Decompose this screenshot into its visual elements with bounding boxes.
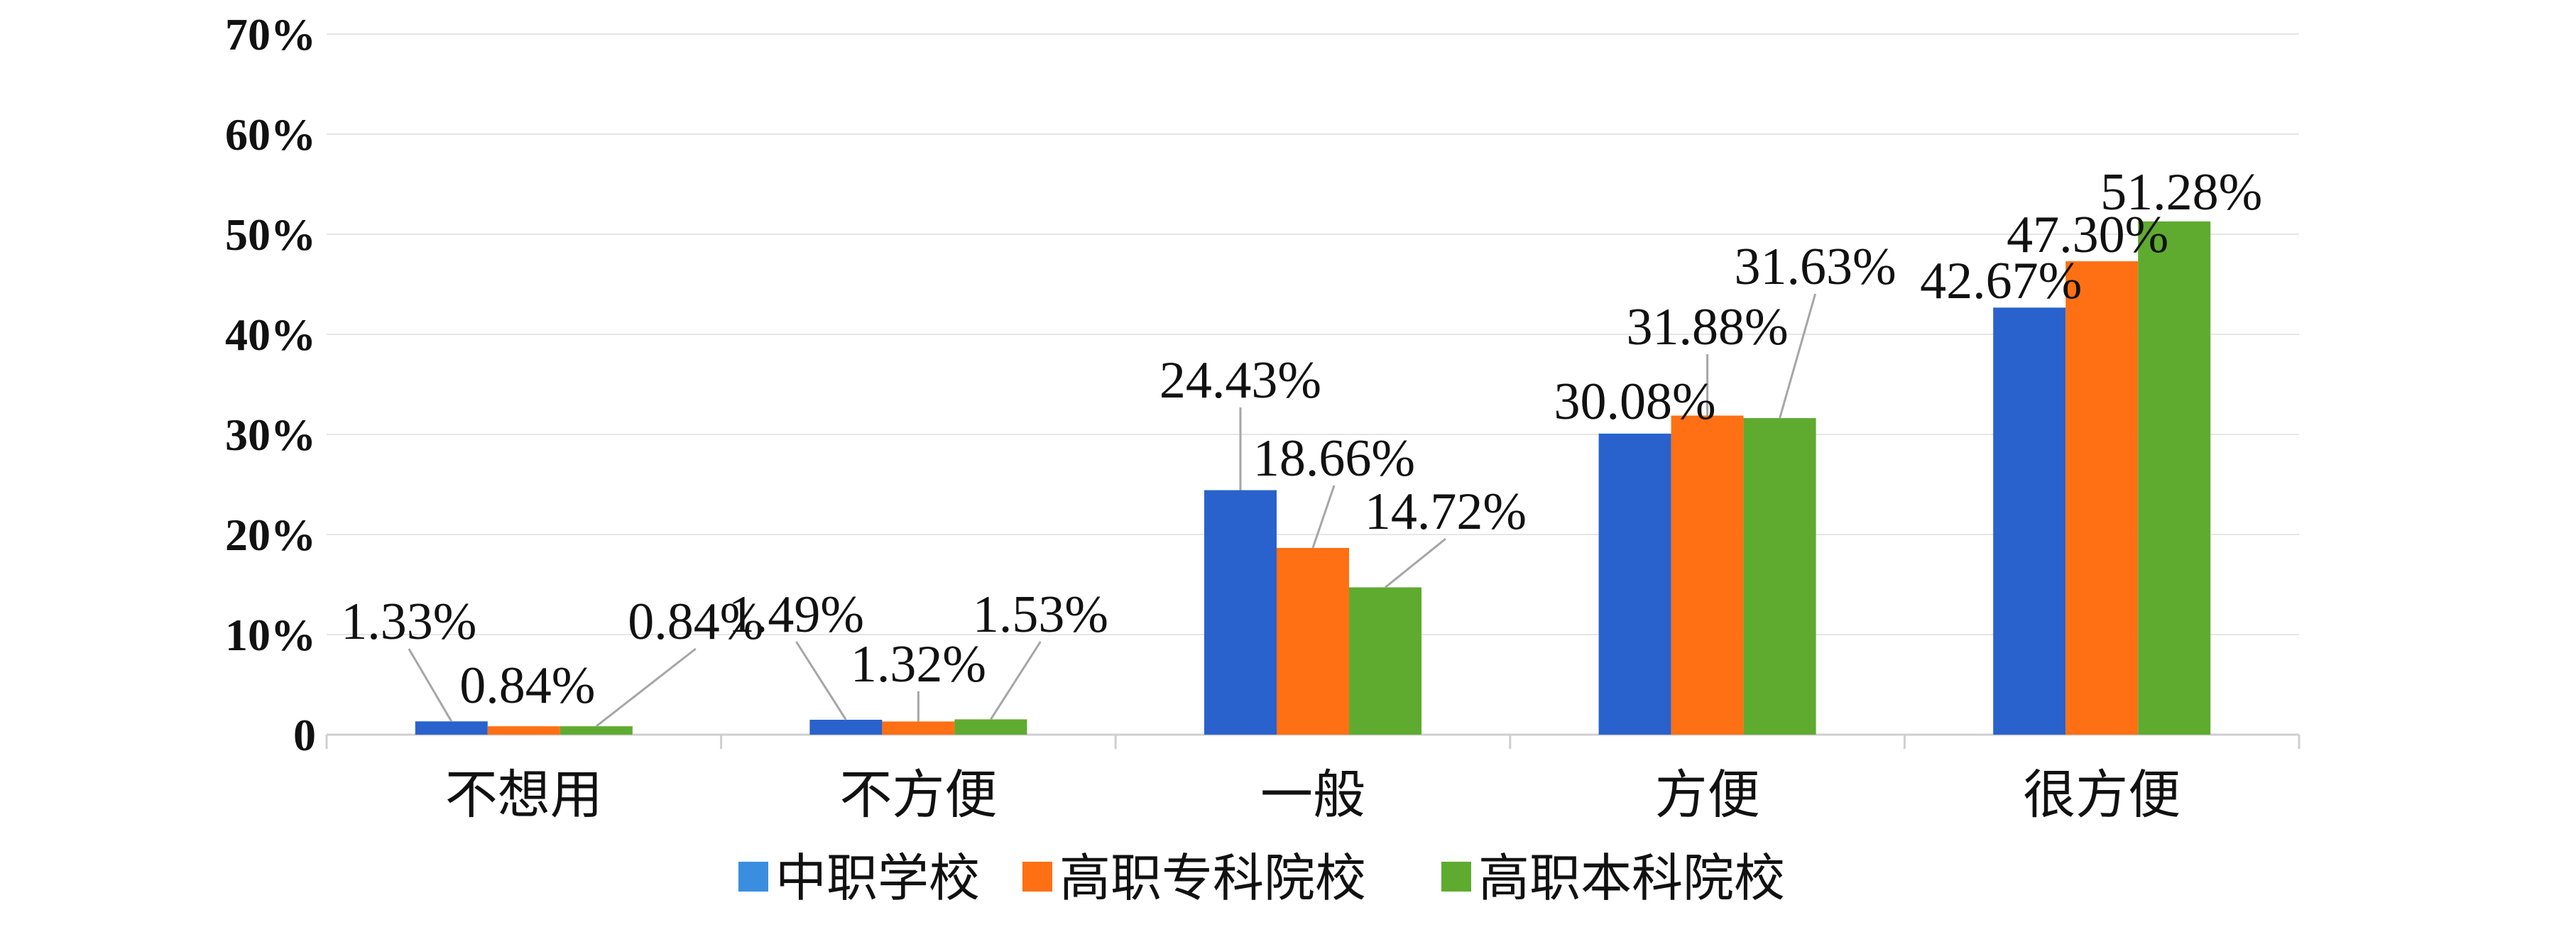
x-axis: 不想用 不方便 一般 方便 很方便 <box>325 733 2301 826</box>
data-label: 42.67% <box>1920 252 2082 310</box>
y-axis: 0 10% 20% 30% 40% 50% 60% 70% <box>225 9 316 760</box>
data-label: 51.28% <box>2100 163 2262 221</box>
leader-lines <box>408 293 1817 728</box>
legend-item[interactable]: 高职本科院校 <box>1441 848 1785 908</box>
legend-swatch <box>738 862 768 892</box>
bar <box>1743 418 1816 735</box>
legend-item[interactable]: 中职学校 <box>738 848 980 908</box>
bars <box>415 221 2211 735</box>
legend-label: 中职学校 <box>775 848 980 908</box>
data-label: 1.33% <box>341 593 476 651</box>
x-tick-label: 不想用 <box>445 764 603 826</box>
leader-line <box>408 648 453 723</box>
bar <box>487 726 560 735</box>
data-label: 1.53% <box>973 586 1108 644</box>
legend-swatch <box>1441 862 1471 892</box>
y-tick-label: 0 <box>293 710 316 760</box>
data-label: 18.66% <box>1253 429 1415 488</box>
data-label: 0.84% <box>628 593 763 651</box>
data-label: 1.49% <box>728 586 864 644</box>
bar <box>954 719 1027 735</box>
y-tick-label: 40% <box>225 309 316 360</box>
x-tick-label: 一般 <box>1260 764 1365 826</box>
y-tick-label: 30% <box>225 410 316 460</box>
leader-line <box>1779 293 1817 419</box>
leader-line <box>990 641 1042 720</box>
bar <box>560 726 633 735</box>
bar <box>1671 415 1744 735</box>
bar <box>1349 587 1421 735</box>
bar <box>809 719 883 735</box>
data-label: 31.88% <box>1627 298 1789 356</box>
y-tick-label: 20% <box>225 510 316 560</box>
bar <box>415 721 488 735</box>
data-label: 31.63% <box>1735 238 1896 296</box>
bar <box>2065 261 2139 735</box>
data-label: 24.43% <box>1159 351 1321 410</box>
bar <box>2138 221 2211 735</box>
data-labels: 1.33% 1.49% 24.43% 30.08% 42.67% 0.84% 1.32% 18… <box>341 163 2262 715</box>
leader-line <box>1385 537 1446 588</box>
legend[interactable]: 中职学校 高职专科院校 高职本科院校 <box>738 848 1785 908</box>
y-tick-label: 70% <box>225 9 316 60</box>
x-tick-label: 方便 <box>1655 764 1760 826</box>
y-tick-label: 60% <box>225 109 316 160</box>
x-tick-label: 不方便 <box>839 764 997 826</box>
y-tick-label: 50% <box>225 209 316 260</box>
bar <box>1993 307 2066 735</box>
bar <box>882 721 955 735</box>
leader-line <box>595 647 697 728</box>
leader-line <box>795 641 847 720</box>
legend-swatch <box>1022 862 1052 892</box>
legend-label: 高职专科院校 <box>1059 848 1366 908</box>
legend-item[interactable]: 高职专科院校 <box>1022 848 1366 908</box>
data-label: 0.84% <box>459 657 595 715</box>
bar <box>1204 490 1277 735</box>
bar <box>1277 547 1349 735</box>
legend-label: 高职本科院校 <box>1478 848 1785 908</box>
data-label: 14.72% <box>1365 483 1527 541</box>
gridlines <box>327 33 2299 635</box>
data-label: 47.30% <box>2007 206 2168 264</box>
data-label: 30.08% <box>1554 373 1716 431</box>
bar <box>1598 433 1671 735</box>
leader-line <box>1311 485 1336 549</box>
data-label: 1.32% <box>851 635 986 693</box>
x-tick-label: 很方便 <box>2023 764 2181 826</box>
y-tick-label: 10% <box>225 610 316 660</box>
